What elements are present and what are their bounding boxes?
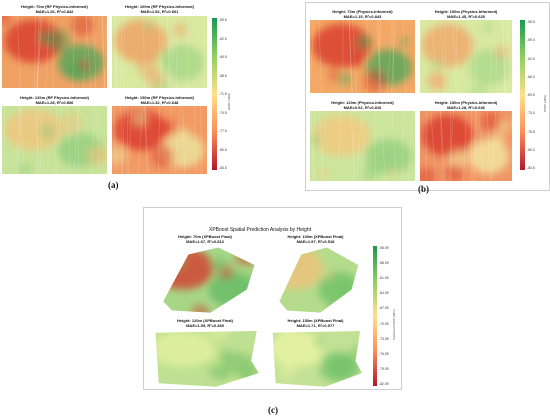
- colorbar-tick: -62.5: [219, 36, 227, 41]
- colorbar-gradient: [212, 18, 217, 170]
- heatmap-a1: [2, 16, 107, 88]
- heatmap-b3: [310, 111, 415, 181]
- colorbar-tick: -69.5: [527, 93, 535, 97]
- colorbar-tick: -58.09: [379, 261, 389, 266]
- colorbar-b: -55.5 -59.0 -62.5 -66.0 -69.5 -73.0 -76.5 -80.0…: [520, 20, 535, 170]
- colorbar-tick: -76.5: [527, 129, 535, 134]
- heatmap-a4: [112, 106, 207, 174]
- heatmap-a2: [112, 16, 207, 88]
- colorbar-tick: -71.5: [219, 92, 227, 96]
- subplot-c2-title: Height: 100m (XPBoost Final) MAE=1.97, R…: [287, 234, 344, 244]
- heatmap-c4: [268, 328, 363, 388]
- colorbar-tick: -55.09: [379, 246, 389, 250]
- colorbar-tick: -55.5: [527, 20, 535, 24]
- colorbar-tick: -80.0: [527, 147, 535, 152]
- colorbar-tick: -68.5: [219, 73, 227, 78]
- subplot-c3-title: Height: 120m (XPBoost Final) MAE=1.55, R…: [176, 318, 233, 328]
- colorbar-tick: -82.09: [379, 382, 389, 386]
- colorbar-tick: -61.09: [379, 276, 389, 281]
- colorbar-tick: -67.09: [379, 306, 389, 311]
- colorbar-a-label: RSRP (dBm): [227, 92, 231, 110]
- panel-c-label: (c): [268, 405, 278, 415]
- subplot-a2-title: Height: 100m (RF Physics-Informed) MAE=1…: [125, 4, 194, 14]
- colorbar-c-label: Predicted RSRP (dBm): [392, 309, 396, 340]
- heatmap-c1: [150, 244, 260, 314]
- heatmap-b4: [420, 111, 512, 181]
- colorbar-tick: -66.0: [527, 74, 535, 79]
- heatmap-b2: [420, 20, 512, 93]
- colorbar-gradient: [373, 246, 377, 386]
- colorbar-gradient: [520, 20, 525, 170]
- subplot-c1-title: Height: 70m (XPBoost Final) MAE=1.67, R²…: [178, 234, 232, 244]
- panel-a-label: (a): [108, 180, 119, 190]
- heatmap-b1: [310, 20, 415, 93]
- colorbar-tick: -59.5: [219, 18, 227, 22]
- heatmap-a3: [2, 106, 107, 174]
- panel-c-suptitle: XPBoost Spatial Prediction Analysis by H…: [209, 227, 311, 233]
- colorbar-tick: -59.0: [527, 38, 535, 43]
- colorbar-tick: -74.5: [219, 110, 227, 115]
- heatmap-c2: [268, 244, 363, 314]
- colorbar-tick: -70.09: [379, 321, 389, 326]
- subplot-a1-title: Height: 70m (RF Physics-Informed) MAE=1.…: [21, 4, 88, 14]
- subplot-a3-title: Height: 120m (RF Physics-Informed) MAE=1…: [20, 95, 89, 105]
- colorbar-tick: -83.5: [219, 166, 227, 170]
- subplot-b1-title: Height: 70m (Physics-Informed) MAE=1.15,…: [332, 9, 393, 19]
- colorbar-tick: -83.5: [527, 166, 535, 170]
- colorbar-tick: -76.09: [379, 351, 389, 356]
- subplot-c4-title: Height: 150m (XPBoost Final) MAE=1.71, R…: [287, 318, 344, 328]
- colorbar-tick: -77.5: [219, 129, 227, 133]
- subplot-b4-title: Height: 150m (Physics-Informed) MAE=1.28…: [434, 100, 498, 110]
- colorbar-a: -59.5 -62.5 -65.5 -68.5 -71.5 -74.5 -77.5 -80.5…: [212, 18, 227, 170]
- heatmap-c3: [150, 328, 260, 388]
- colorbar-tick: -80.5: [219, 147, 227, 152]
- panel-b-label: (b): [418, 184, 429, 194]
- subplot-a4-title: Height: 150m (RF Physics-Informed) MAE=1…: [125, 95, 194, 105]
- colorbar-c: -55.09 -58.09 -61.09 -64.09 -67.09 -70.09 -73.…: [373, 246, 389, 386]
- colorbar-tick: -64.09: [379, 291, 389, 296]
- colorbar-tick: -62.5: [527, 56, 535, 61]
- subplot-b2-title: Height: 100m (Physics-Informed) MAE=1.45…: [434, 9, 498, 19]
- subplot-b3-title: Height: 120m (Physics-Informed) MAE=0.92…: [331, 100, 394, 110]
- colorbar-tick: -65.5: [219, 55, 227, 59]
- colorbar-tick: -79.09: [379, 366, 389, 371]
- colorbar-tick: -73.09: [379, 336, 389, 341]
- colorbar-b-label: RSRP (dBm): [543, 94, 547, 112]
- colorbar-tick: -73.0: [527, 111, 535, 116]
